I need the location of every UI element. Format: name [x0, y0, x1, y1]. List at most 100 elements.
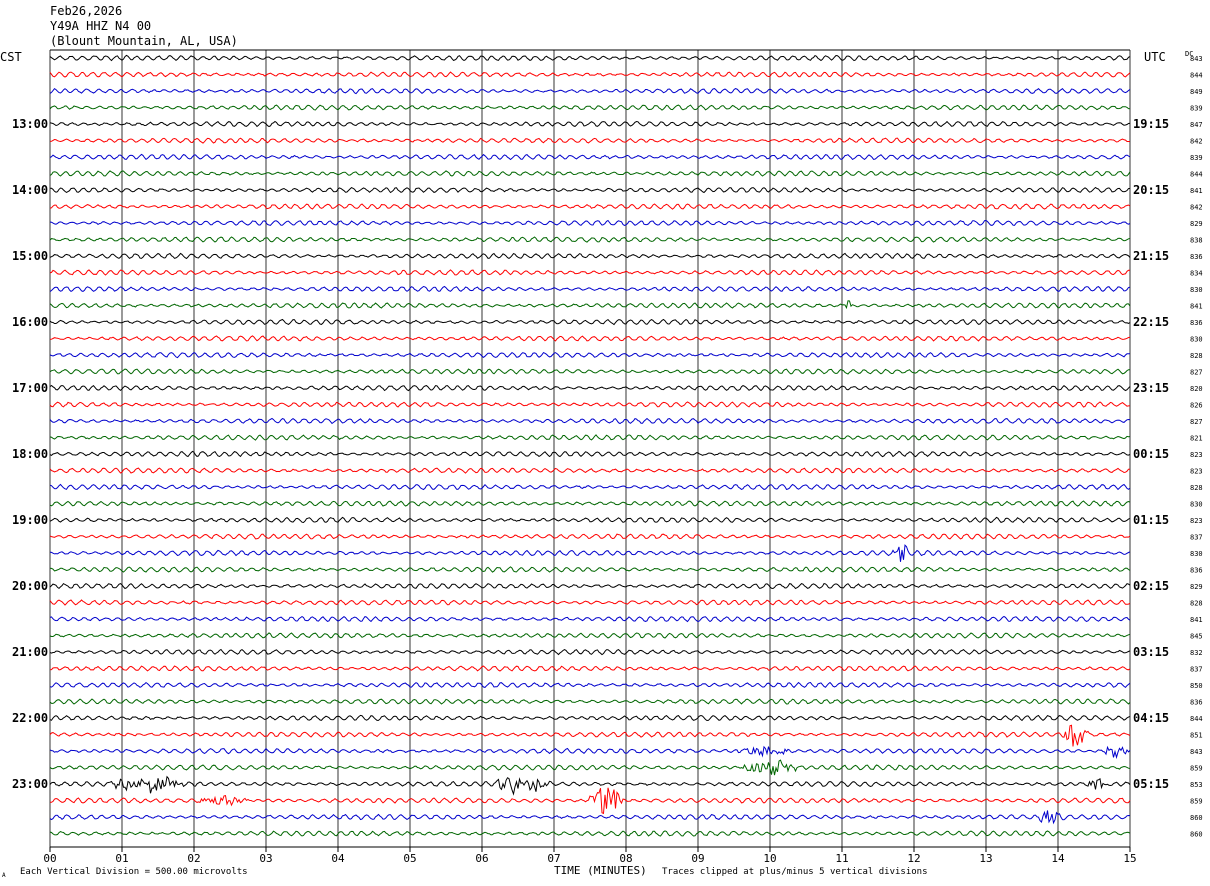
- trace-line: [49, 269, 1131, 276]
- x-tick-label: 02: [187, 852, 200, 865]
- right-time-label: 05:15: [1133, 777, 1169, 791]
- dc-offset-label: 821: [1190, 435, 1203, 443]
- dc-offset-label: 829: [1190, 583, 1203, 591]
- right-time-label: 04:15: [1133, 711, 1169, 725]
- dc-offset-label: 844: [1190, 171, 1203, 179]
- trace-line: [49, 724, 1131, 747]
- dc-offset-label: 837: [1190, 666, 1203, 674]
- dc-offset-label: 828: [1190, 484, 1203, 492]
- dc-offset-label: 843: [1190, 748, 1203, 756]
- trace-line: [49, 384, 1131, 392]
- dc-offset-label: 850: [1190, 682, 1203, 690]
- dc-offset-labels: 843 844 849 839 847 842 839 844 841 842 829 838 836 8…: [1190, 55, 1203, 839]
- dc-offset-label: 860: [1190, 814, 1203, 822]
- dc-offset-label: 843: [1190, 55, 1203, 63]
- trace-line: [49, 236, 1131, 243]
- dc-offset-label: 849: [1190, 88, 1203, 96]
- trace-line: [49, 483, 1131, 491]
- x-tick-label: 14: [1051, 852, 1065, 865]
- trace-line: [49, 759, 1131, 776]
- dc-offset-label: 828: [1190, 600, 1203, 608]
- dc-offset-label: 832: [1190, 649, 1203, 657]
- seismic-traces: [49, 54, 1131, 837]
- trace-line: [49, 450, 1131, 458]
- x-tick-label: 03: [259, 852, 272, 865]
- minute-gridlines: [49, 50, 1131, 847]
- trace-line: [49, 219, 1131, 226]
- right-time-label: 19:15: [1133, 117, 1169, 131]
- left-time-label: 13:00: [12, 117, 48, 131]
- right-time-label: 02:15: [1133, 579, 1169, 593]
- time-labels: 13:00 14:00 15:00 16:00 17:00 18:00 19:00 20:00…: [12, 117, 1169, 791]
- trace-line: [49, 368, 1131, 375]
- trace-line: [49, 71, 1131, 78]
- trace-line: [49, 544, 1131, 562]
- dc-offset-label: 859: [1190, 798, 1203, 806]
- dc-offset-label: 836: [1190, 567, 1203, 575]
- x-tick-label: 07: [547, 852, 560, 865]
- x-axis-title: TIME (MINUTES): [554, 864, 647, 877]
- trace-line: [49, 318, 1131, 326]
- dc-offset-label: 841: [1190, 616, 1203, 624]
- x-tick-label: 08: [619, 852, 632, 865]
- corner-mark: A: [2, 872, 6, 879]
- trace-line: [49, 401, 1131, 408]
- dc-offset-label: 830: [1190, 336, 1203, 344]
- x-tick-label: 10: [763, 852, 776, 865]
- right-time-label: 21:15: [1133, 249, 1169, 263]
- trace-line: [49, 137, 1131, 144]
- trace-line: [49, 417, 1131, 425]
- trace-line: [49, 665, 1131, 672]
- dc-offset-label: 844: [1190, 715, 1203, 723]
- left-time-label: 22:00: [12, 711, 48, 725]
- right-timezone-label: UTC: [1144, 50, 1166, 64]
- dc-offset-label: 827: [1190, 418, 1203, 426]
- left-time-label: 17:00: [12, 381, 48, 395]
- dc-offset-label: 823: [1190, 468, 1203, 476]
- trace-line: [49, 582, 1131, 590]
- trace-line: [49, 120, 1131, 128]
- trace-line: [49, 775, 1131, 796]
- x-tick-label: 09: [691, 852, 704, 865]
- vertical-division-note: Each Vertical Division = 500.00 microvol…: [20, 867, 248, 877]
- clip-note: Traces clipped at plus/minus 5 vertical …: [662, 867, 928, 877]
- dc-offset-label: 841: [1190, 187, 1203, 195]
- right-time-label: 01:15: [1133, 513, 1169, 527]
- dc-offset-label: 838: [1190, 237, 1203, 245]
- trace-line: [49, 516, 1131, 524]
- left-time-label: 19:00: [12, 513, 48, 527]
- dc-offset-label: 836: [1190, 253, 1203, 261]
- x-tick-label: 00: [43, 852, 56, 865]
- dc-offset-label: 829: [1190, 220, 1203, 228]
- dc-header-label: DC: [1185, 50, 1193, 58]
- right-time-label: 03:15: [1133, 645, 1169, 659]
- dc-offset-label: 837: [1190, 534, 1203, 542]
- x-tick-label: 05: [403, 852, 416, 865]
- dc-offset-label: 839: [1190, 154, 1203, 162]
- axes: 00 01 02 03 04 05 06 07 08 09 10 11 12 13 14 15: [43, 49, 1137, 865]
- left-time-label: 16:00: [12, 315, 48, 329]
- left-time-label: 18:00: [12, 447, 48, 461]
- x-tick-label: 06: [475, 852, 488, 865]
- trace-line: [49, 632, 1131, 639]
- dc-offset-label: 826: [1190, 402, 1203, 410]
- dc-offset-label: 860: [1190, 831, 1203, 839]
- trace-line: [49, 153, 1131, 161]
- trace-line: [49, 599, 1131, 606]
- right-time-label: 00:15: [1133, 447, 1169, 461]
- trace-line: [49, 467, 1131, 474]
- left-time-label: 15:00: [12, 249, 48, 263]
- trace-line: [49, 300, 1131, 310]
- station-location: (Blount Mountain, AL, USA): [50, 34, 238, 48]
- left-time-label: 20:00: [12, 579, 48, 593]
- trace-line: [49, 351, 1130, 359]
- dc-offset-label: 834: [1190, 270, 1203, 278]
- right-time-label: 23:15: [1133, 381, 1169, 395]
- dc-offset-label: 823: [1190, 517, 1203, 525]
- dc-offset-label: 844: [1190, 72, 1203, 80]
- trace-line: [49, 698, 1131, 705]
- trace-line: [49, 615, 1131, 623]
- dc-offset-label: 828: [1190, 352, 1203, 360]
- left-time-label: 14:00: [12, 183, 48, 197]
